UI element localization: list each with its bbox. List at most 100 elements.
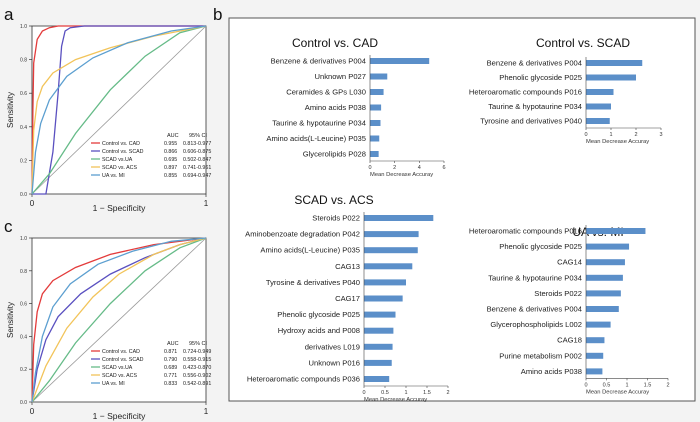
x-tick-label: 2 (666, 382, 669, 388)
bar-2 (586, 259, 625, 266)
roc-curve-3 (31, 237, 207, 403)
bar-6 (370, 151, 379, 157)
reference-diagonal (31, 237, 207, 403)
bar-0 (370, 58, 430, 64)
y-tick-label: 0.8 (20, 269, 27, 275)
roc-curve-4 (31, 237, 207, 403)
legend-auc-value: 0.689 (164, 365, 177, 371)
roc-curve-0 (31, 25, 206, 195)
bar-chart-scad-vs-acs: SCAD vs. ACS Steroids P022 Aminobenzoate d… (245, 193, 449, 403)
bar-chart-control-vs-scad: Control vs. SCAD Benzene & derivatives P0… (469, 36, 663, 145)
category-label: Amino acids P038 (305, 103, 366, 112)
bar-0 (586, 228, 646, 234)
bar-3 (370, 104, 382, 111)
y-tick-label: 0.0 (20, 400, 27, 406)
legend-ci-value: 0.556-0.902 (183, 373, 211, 379)
x-tick-label: 6 (442, 165, 445, 171)
legend-series-name: Control vs. CAD (102, 141, 140, 147)
bar-5 (586, 306, 619, 312)
bar-6 (364, 311, 396, 318)
legend-header-ci: 95% CI (189, 341, 208, 347)
bar-5 (370, 135, 380, 142)
legend-ci-value: 0.724-0.949 (183, 349, 211, 355)
category-label: Ceramides & GPs L030 (286, 88, 366, 97)
x-tick-label: 0.5 (381, 390, 389, 396)
legend-ci-value: 0.606-0.875 (183, 149, 211, 155)
legend-ci-value: 0.694-0.947 (183, 173, 211, 179)
x-tick-label: 0 (362, 390, 365, 396)
y-tick-label: 0.4 (20, 125, 27, 131)
legend-auc-value: 0.771 (164, 373, 177, 379)
y-tick-label: 1.0 (20, 236, 27, 242)
legend-series-name: Control vs. SCAD (102, 149, 144, 155)
x-axis-label: Mean Decrease Accuray (364, 397, 427, 403)
bar-1 (586, 243, 630, 250)
y-tick-label: 1.0 (20, 24, 27, 30)
chart-title: Control vs. SCAD (536, 36, 630, 50)
legend-ci-value: 0.423-0.870 (183, 365, 211, 371)
category-label: Taurine & hypotaurine P034 (488, 102, 582, 111)
category-label: Amino acids P038 (521, 367, 582, 376)
x-tick-label: 1.5 (423, 390, 431, 396)
bar-4 (586, 118, 610, 124)
roc-curve-0 (31, 237, 207, 403)
legend-ci-value: 0.502-0.847 (183, 157, 211, 163)
x-tick-label: 1.5 (644, 382, 652, 388)
roc-chart-a: 0.0 0.2 0.4 0.6 0.8 1.0 0 1 1 − Specificity Sensi… (6, 24, 211, 213)
panel-b-frame (228, 17, 696, 402)
bar-0 (586, 60, 643, 66)
x-tick-label: 1 (204, 199, 209, 208)
bar-8 (364, 343, 393, 350)
legend-ci-value: 0.741-0.961 (183, 165, 211, 171)
category-label: CAG18 (557, 336, 582, 345)
category-label: Tyrosine and derivatives P040 (480, 117, 582, 126)
y-axis-label: Sensitivity (6, 302, 15, 338)
category-label: Phenolic glycoside P025 (499, 73, 582, 82)
roc-curve-2 (31, 237, 207, 403)
x-tick-label: 1 (609, 132, 612, 138)
legend-auc-value: 0.871 (164, 349, 177, 355)
bar-9 (586, 368, 603, 375)
bar-10 (364, 376, 390, 382)
bar-7 (586, 337, 605, 344)
x-tick-label: 0 (368, 165, 371, 171)
y-tick-label: 0.6 (20, 91, 27, 97)
category-label: Tyrosine & derivatives P040 (266, 278, 360, 287)
legend-series-name: Control vs. CAD (102, 349, 140, 355)
category-label: Purine metabolism P002 (499, 351, 582, 360)
x-tick-label: 3 (659, 132, 662, 138)
reference-diagonal (31, 25, 207, 195)
x-axis-label: Mean Decrease Accuray (370, 172, 433, 178)
legend-ci-value: 0.558-0.915 (183, 357, 211, 363)
y-tick-label: 0.4 (20, 334, 27, 340)
category-label: derivatives L019 (305, 342, 360, 351)
x-tick-label: 0.5 (603, 382, 611, 388)
legend-auc-value: 0.897 (164, 165, 177, 171)
category-label: Amino acids(L-Leucine) P035 (266, 134, 366, 143)
legend-series-name: UA vs. MI (102, 173, 125, 179)
category-label: Steroids P022 (534, 289, 582, 298)
x-tick-label: 1 (404, 390, 407, 396)
bar-5 (364, 295, 403, 302)
roc-curve-4 (31, 25, 207, 195)
legend-series-name: SCAD vs.UA (102, 365, 133, 371)
bar-3 (586, 103, 611, 110)
x-axis-label: 1 − Specificity (93, 203, 146, 213)
legend-series-name: Control vs. SCAD (102, 357, 144, 363)
legend-series-name: UA vs. MI (102, 381, 125, 387)
category-label: CAG17 (335, 294, 360, 303)
bar-6 (586, 321, 611, 328)
y-tick-label: 0.2 (20, 158, 27, 164)
roc-curve-1 (32, 25, 206, 195)
category-label: Aminobenzoate degradation P042 (245, 230, 360, 239)
category-label: Unknown P016 (308, 358, 360, 367)
x-axis-label: Mean Decrease Accuray (586, 139, 649, 145)
legend-header-auc: AUC (167, 341, 179, 347)
x-tick-label: 4 (418, 165, 421, 171)
legend-auc-value: 0.955 (164, 141, 177, 147)
legend-ci-value: 0.813-0.977 (183, 141, 211, 147)
x-axis-label: Mean Decrease Accuray (586, 389, 649, 395)
category-label: Benzene & derivatives P004 (271, 57, 366, 66)
bar-7 (364, 327, 394, 334)
legend-series-name: SCAD vs. ACS (102, 373, 137, 379)
